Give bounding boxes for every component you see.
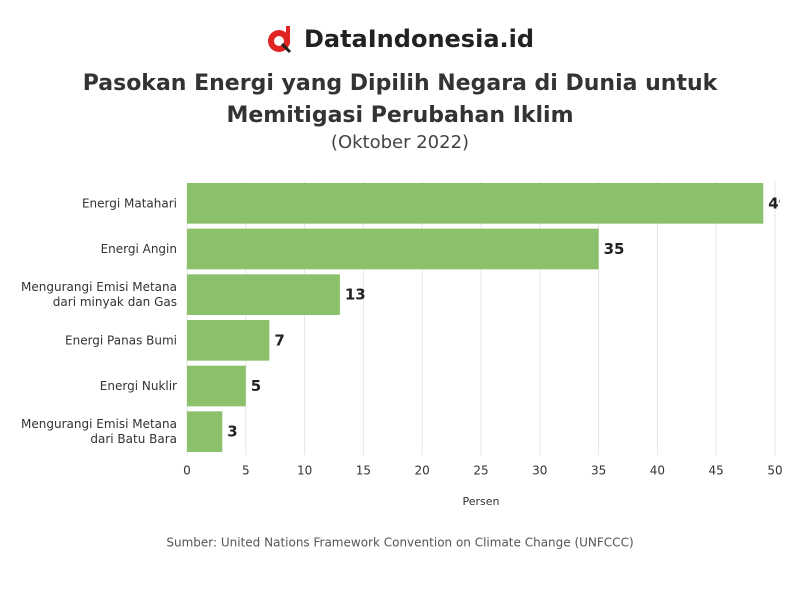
plot: 49 35 13 7 5 3 — [187, 183, 789, 452]
y-tick-label: dari Batu Bara — [90, 432, 177, 446]
x-tick-label: 0 — [183, 464, 191, 478]
x-axis-label: Persen — [462, 495, 499, 508]
y-tick-label: Mengurangi Emisi Metana — [21, 280, 177, 294]
chart-subtitle: (Oktober 2022) — [330, 132, 470, 153]
value-label: 7 — [274, 331, 284, 349]
brand: DataIndonesia.id — [0, 24, 800, 54]
x-tick-label: 25 — [473, 464, 488, 478]
value-label: 13 — [345, 286, 366, 304]
bar — [187, 274, 340, 315]
x-tick-label: 15 — [356, 464, 371, 478]
x-tick-label: 30 — [532, 464, 547, 478]
x-tick-label: 5 — [242, 464, 250, 478]
y-tick-label: dari minyak dan Gas — [53, 295, 177, 309]
bar — [187, 365, 246, 407]
source: Sumber: United Nations Framework Convent… — [166, 536, 633, 550]
value-label: 3 — [227, 423, 237, 441]
chart-title: Pasokan Energi yang Dipilih Negara di Du… — [82, 71, 718, 128]
bar — [187, 183, 764, 224]
value-label: 5 — [251, 377, 261, 395]
x-tick-label: 20 — [415, 464, 430, 478]
bar — [187, 228, 599, 270]
logo — [267, 26, 292, 54]
x-tick-label: 45 — [709, 464, 724, 478]
x-tick-label: 10 — [297, 464, 312, 478]
value-label: 35 — [604, 240, 625, 258]
y-tick-label: Mengurangi Emisi Metana — [21, 417, 177, 431]
x-tick-label: 40 — [650, 464, 665, 478]
y-tick-label: Energi Nuklir — [100, 379, 177, 393]
bar — [187, 411, 223, 452]
value-label: 49 — [768, 194, 789, 212]
x-tick-label: 35 — [591, 464, 606, 478]
y-tick-label: Energi Angin — [101, 242, 177, 256]
y-tick-label: Energi Panas Bumi — [65, 333, 177, 347]
y-tick-label: Energi Matahari — [82, 196, 177, 210]
x-tick-label: 50 — [767, 464, 782, 478]
bar — [187, 320, 270, 361]
brand-name: DataIndonesia.id — [303, 25, 535, 53]
